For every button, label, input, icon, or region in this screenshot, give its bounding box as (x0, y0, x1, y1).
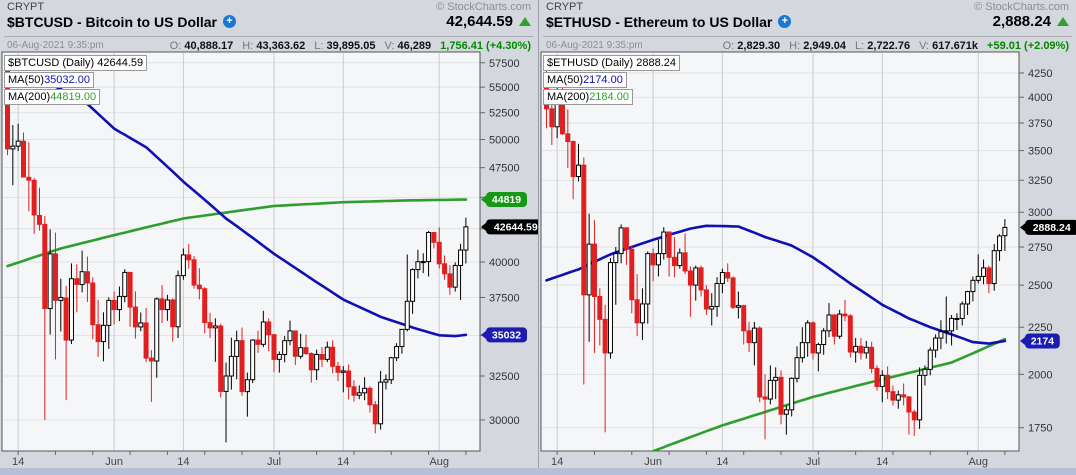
legend-symbol-line: $BTCUSD (Daily) 42644.59 (4, 55, 148, 71)
ohlcv-row: O: 40,888.17 H: 43,363.62 L: 39,895.05 V: 4… (169, 39, 531, 52)
y-gridlines (3, 62, 479, 421)
chart-legend: $BTCUSD (Daily) 42644.59 MA(50) 35032.00… (4, 55, 148, 106)
btc-chart-panel: 30000 32500 37500 40000 47500 50000 52500 55000… (1, 1, 538, 468)
svg-text:3750: 3750 (1028, 118, 1052, 130)
chart-legend: $ETHUSD (Daily) 2888.24 MA(50) 2174.00 M… (543, 55, 680, 106)
svg-text:3250: 3250 (1028, 175, 1052, 187)
up-arrow-icon (1057, 17, 1069, 26)
svg-text:37500: 37500 (489, 292, 520, 304)
svg-text:30000: 30000 (489, 415, 520, 427)
y-axis-labels: 1750 2000 2250 2500 2750 3000 3250 3500 3750 4000… (1019, 68, 1052, 435)
legend-ma50-line: MA(50) 2174.00 (543, 72, 627, 88)
open-value: 2,829.30 (737, 39, 781, 52)
svg-text:35032: 35032 (492, 329, 521, 341)
svg-text:2174: 2174 (1031, 335, 1055, 347)
svg-text:4250: 4250 (1028, 68, 1052, 80)
svg-text:14: 14 (551, 456, 563, 468)
x-axis-labels: 14 Jun 14 Jul 14 Aug (551, 451, 1006, 468)
svg-text:2500: 2500 (1028, 280, 1052, 292)
stockcharts-copyright: © StockCharts.com (974, 1, 1069, 13)
ohlcv-row: O: 2,829.30 H: 2,949.04 L: 2,722.76 V: 617.… (722, 39, 1069, 52)
legend-ma200-line: MA(200) 2184.00 (543, 89, 633, 105)
svg-text:4000: 4000 (1028, 92, 1052, 104)
low-value: 2,722.76 (867, 39, 911, 52)
svg-text:Jun: Jun (644, 456, 662, 468)
high-value: 43,363.62 (256, 39, 306, 52)
btc-candlestick-chart: 30000 32500 37500 40000 47500 50000 52500 55000… (1, 51, 538, 468)
stockcharts-copyright: © StockCharts.com (436, 1, 531, 13)
svg-text:42644.59: 42644.59 (494, 221, 538, 233)
svg-text:14: 14 (716, 456, 728, 468)
add-symbol-icon[interactable]: + (223, 15, 237, 28)
last-price: 2,888.24 (992, 13, 1051, 30)
chart-group-label: CRYPT (7, 1, 45, 13)
svg-text:40000: 40000 (489, 257, 520, 269)
price-tag: 2888.24 (1020, 219, 1076, 235)
svg-text:3000: 3000 (1028, 207, 1052, 219)
y-axis-labels: 30000 32500 37500 40000 47500 50000 52500 55000… (480, 58, 520, 427)
price-tag: 44819 (481, 192, 527, 208)
svg-text:2000: 2000 (1028, 369, 1052, 381)
svg-text:47500: 47500 (489, 163, 520, 175)
svg-text:1750: 1750 (1028, 423, 1052, 435)
low-value: 39,895.05 (326, 39, 376, 52)
chart-group-label: CRYPT (546, 1, 584, 13)
svg-text:52500: 52500 (489, 108, 520, 120)
quote-datetime: 06-Aug-2021 9:35:pm (546, 40, 643, 51)
change-value: +59.01 (+2.09%) (987, 39, 1069, 52)
price-tag: 2174 (1020, 333, 1060, 349)
svg-text:57500: 57500 (489, 58, 520, 70)
x-axis-labels: 14 Jun 14 Jul 14 Aug (12, 451, 467, 468)
high-value: 2,949.04 (803, 39, 847, 52)
volume-value: 46,289 (397, 39, 432, 52)
ma200-line (650, 337, 1007, 451)
eth-chart-panel: 1750 2000 2250 2500 2750 3000 3250 3500 3750 4000… (538, 0, 1076, 475)
legend-ma200-line: MA(200) 44819.00 (4, 89, 101, 105)
ma200-line (6, 198, 468, 268)
svg-text:3500: 3500 (1028, 146, 1052, 158)
svg-text:32500: 32500 (489, 371, 520, 383)
svg-text:Aug: Aug (429, 456, 449, 468)
last-price: 42,644.59 (446, 13, 513, 30)
chart-title: $BTCUSD - Bitcoin to US Dollar (7, 13, 218, 30)
svg-text:44819: 44819 (492, 194, 521, 206)
y-gridlines (542, 72, 1018, 429)
svg-text:2250: 2250 (1028, 322, 1052, 334)
svg-text:Jul: Jul (267, 456, 281, 468)
open-value: 40,888.17 (184, 39, 234, 52)
svg-text:14: 14 (12, 456, 24, 468)
change-value: 1,756.41 (+4.30%) (440, 39, 531, 52)
volume-value: 617.671k (932, 39, 979, 52)
svg-text:Jul: Jul (806, 456, 820, 468)
price-tags: 44819 42644.59 35032 (481, 192, 538, 343)
svg-text:50000: 50000 (489, 135, 520, 147)
svg-text:2750: 2750 (1028, 242, 1052, 254)
price-tags: 2888.24 2174 (1020, 219, 1076, 349)
svg-text:2888.24: 2888.24 (1033, 222, 1071, 234)
chart-title: $ETHUSD - Ethereum to US Dollar (546, 13, 773, 30)
svg-text:55000: 55000 (489, 82, 520, 94)
svg-text:14: 14 (177, 456, 189, 468)
price-tag: 42644.59 (481, 219, 538, 235)
svg-text:Jun: Jun (105, 456, 123, 468)
eth-candlestick-chart: 1750 2000 2250 2500 2750 3000 3250 3500 3750 4000… (540, 51, 1076, 468)
bottom-edge-bar (0, 468, 1076, 475)
quote-datetime: 06-Aug-2021 9:35:pm (7, 40, 104, 51)
legend-ma50-line: MA(50) 35032.00 (4, 72, 94, 88)
svg-text:14: 14 (337, 456, 349, 468)
legend-symbol-line: $ETHUSD (Daily) 2888.24 (543, 55, 680, 71)
svg-text:Aug: Aug (968, 456, 988, 468)
add-symbol-icon[interactable]: + (778, 15, 792, 28)
up-arrow-icon (519, 17, 531, 26)
svg-text:14: 14 (876, 456, 888, 468)
price-tag: 35032 (481, 327, 527, 343)
